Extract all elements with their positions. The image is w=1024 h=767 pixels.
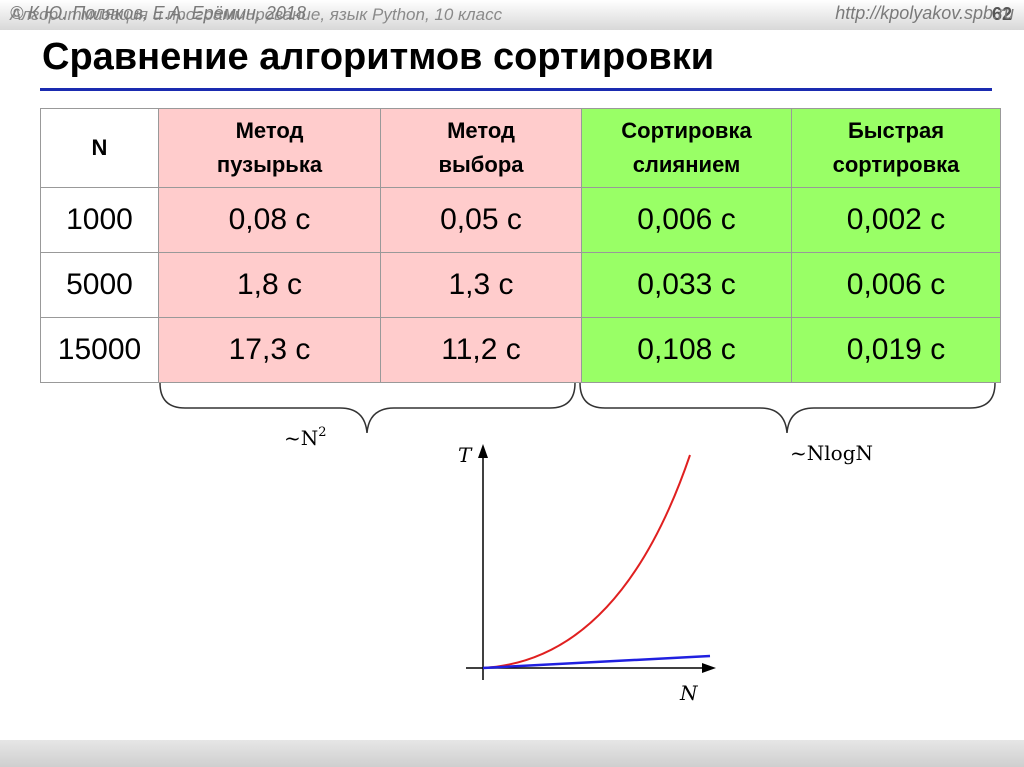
table-cell: 0,08 с bbox=[158, 187, 381, 253]
table-cell: Метод выбора bbox=[380, 108, 582, 188]
title-rule bbox=[40, 88, 992, 91]
subtitle: Алгоритмизация и программирование, язык … bbox=[10, 5, 503, 24]
brace bbox=[579, 382, 996, 434]
table-cell: 0,108 с bbox=[581, 317, 792, 383]
table-cell: 0,002 с bbox=[791, 187, 1001, 253]
table-cell: 1,3 с bbox=[380, 252, 582, 318]
table-cell: 17,3 с bbox=[158, 317, 381, 383]
axis-label: N bbox=[679, 681, 699, 705]
quadratic-curve bbox=[482, 454, 691, 669]
brace bbox=[159, 382, 576, 434]
table-cell: 5000 bbox=[40, 252, 159, 318]
table-row: N Метод пузырька Метод выбора Сортировка сл… bbox=[40, 108, 1001, 188]
header-bar bbox=[0, 0, 1024, 30]
table-cell: 11,2 с bbox=[380, 317, 582, 383]
table-row: 1000 0,08 с 0,05 с 0,006 с 0,002 с bbox=[40, 187, 1001, 253]
table-cell: 0,05 с bbox=[380, 187, 582, 253]
complexity-exp: 2 bbox=[318, 425, 326, 440]
table-cell: 1,8 с bbox=[158, 252, 381, 318]
complexity-text: ~N bbox=[284, 426, 318, 450]
table-cell: 0,006 с bbox=[581, 187, 792, 253]
page-number: 62 bbox=[991, 4, 1012, 24]
footer-left: © К.Ю. Поляков, Е.А. Ерёмин, 2018 bbox=[10, 3, 306, 23]
table-row: 15000 17,3 с 11,2 с 0,108 с 0,019 с bbox=[40, 317, 1001, 383]
table-cell: 0,019 с bbox=[791, 317, 1001, 383]
table-cell: Быстрая сортировка bbox=[791, 108, 1001, 188]
arrow bbox=[702, 663, 716, 673]
table-cell: Метод пузырька bbox=[158, 108, 381, 188]
nlogn-curve bbox=[482, 654, 711, 670]
slide-title: Сравнение алгоритмов сортировки bbox=[42, 36, 715, 78]
table-cell: 0,006 с bbox=[791, 252, 1001, 318]
table-row: 5000 1,8 с 1,3 с 0,033 с 0,006 с bbox=[40, 252, 1001, 318]
table-cell: 0,033 с bbox=[581, 252, 792, 318]
axis-label: T bbox=[458, 443, 473, 467]
table-cell: Сортировка слиянием bbox=[581, 108, 792, 188]
footer-right: http://kpolyakov.spb.ru bbox=[835, 3, 1014, 23]
table-cell: 1000 bbox=[40, 187, 159, 253]
arrow bbox=[478, 444, 488, 458]
comparison-table: N Метод пузырька Метод выбора Сортировка сл… bbox=[40, 108, 1001, 383]
complexity-label: ~NlogN bbox=[790, 441, 873, 465]
complexity-label: ~N2 bbox=[284, 425, 327, 450]
table-cell: 15000 bbox=[40, 317, 159, 383]
footer-bar bbox=[0, 740, 1024, 767]
